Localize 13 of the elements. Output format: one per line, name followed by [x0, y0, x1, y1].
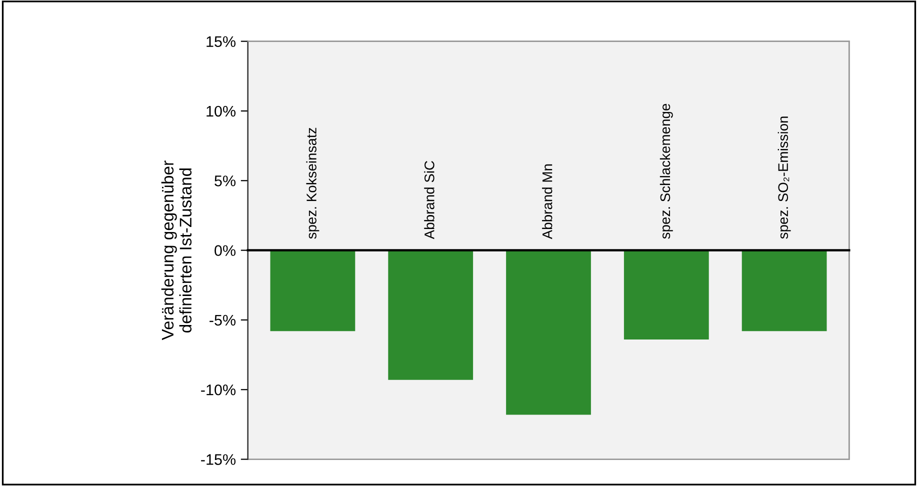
y-axis-title: Veränderung gegenüber definierten Ist-Zustand	[161, 160, 192, 340]
y-tick-label: -10%	[201, 384, 236, 396]
x-tick-label: Abbrand Mn	[542, 164, 552, 240]
x-tick-label: spez. Kokseinsatz	[306, 128, 320, 239]
y-tick-label: -5%	[210, 314, 236, 326]
y-tick-label: 0%	[214, 245, 236, 256]
y-tick-label: 10%	[206, 106, 236, 117]
x-tick-label: spez. Schlackemenge	[660, 104, 673, 239]
y-tick-label: 5%	[214, 176, 236, 186]
x-tick-label: spez. SO₂-Emission	[778, 116, 791, 239]
y-tick-label: 15%	[206, 36, 236, 47]
x-tick-label: Abbrand SiC	[424, 160, 434, 240]
y-tick-label: -15%	[201, 454, 236, 465]
